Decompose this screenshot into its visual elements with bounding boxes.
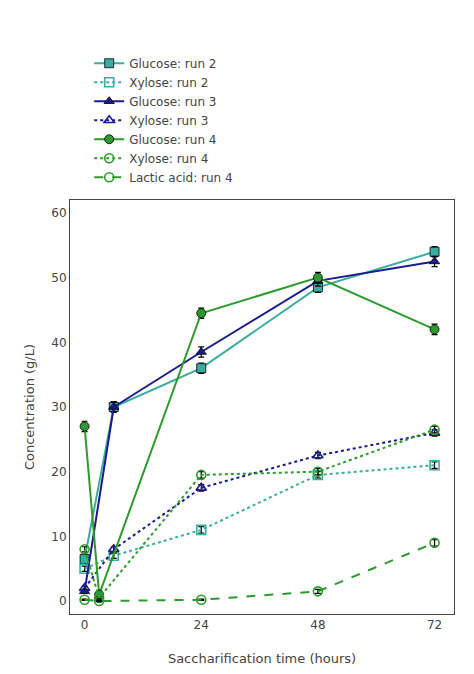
svg-text:Lactic acid: run 4: Lactic acid: run 4 bbox=[129, 171, 232, 185]
svg-text:Xylose: run 2: Xylose: run 2 bbox=[129, 76, 208, 90]
svg-text:0: 0 bbox=[81, 618, 89, 632]
svg-text:Concentration (g/L): Concentration (g/L) bbox=[22, 344, 37, 470]
svg-text:48: 48 bbox=[310, 618, 325, 632]
svg-text:72: 72 bbox=[427, 618, 442, 632]
svg-text:0: 0 bbox=[59, 594, 67, 608]
svg-text:60: 60 bbox=[51, 206, 66, 220]
svg-text:Xylose: run 4: Xylose: run 4 bbox=[129, 152, 208, 166]
svg-text:50: 50 bbox=[51, 271, 66, 285]
svg-text:Glucose: run 4: Glucose: run 4 bbox=[129, 133, 216, 147]
svg-text:Glucose: run 2: Glucose: run 2 bbox=[129, 57, 216, 71]
svg-text:10: 10 bbox=[51, 530, 66, 544]
svg-text:Xylose: run 3: Xylose: run 3 bbox=[129, 114, 208, 128]
svg-text:Saccharification time (hours): Saccharification time (hours) bbox=[168, 651, 356, 666]
svg-text:30: 30 bbox=[51, 400, 66, 414]
svg-text:24: 24 bbox=[194, 618, 209, 632]
svg-text:20: 20 bbox=[51, 465, 66, 479]
svg-text:40: 40 bbox=[51, 336, 66, 350]
svg-text:Glucose: run 3: Glucose: run 3 bbox=[129, 95, 216, 109]
